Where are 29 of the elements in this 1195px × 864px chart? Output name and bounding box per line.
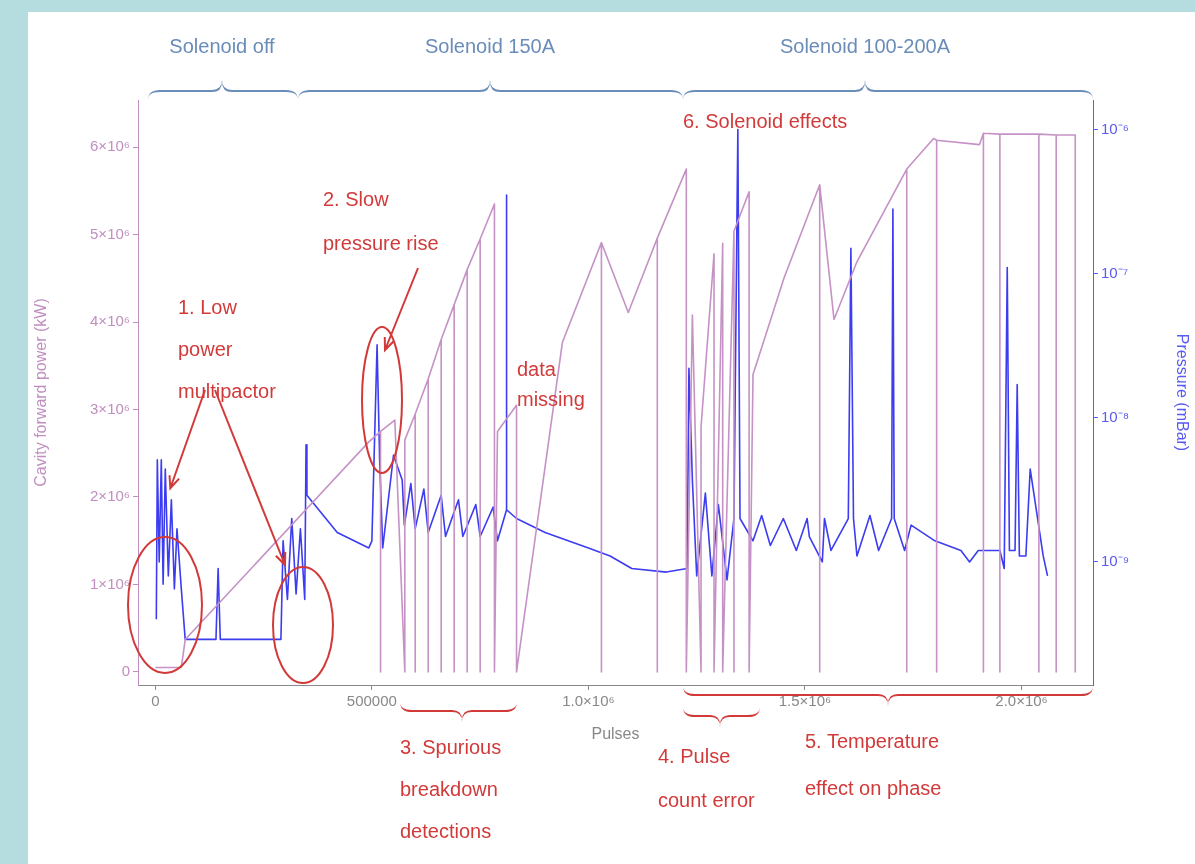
x-tick-label: 2.0×10⁶ <box>995 692 1048 710</box>
y-axis-title: Cavity forward power (kW) <box>32 298 50 487</box>
x-axis-title: Pulses <box>591 724 640 742</box>
text: Solenoid 150A <box>424 34 556 57</box>
x-tick-label: 0 <box>151 692 160 710</box>
x-tick-label: 500000 <box>346 692 397 710</box>
x-tick-label: 1.0×10⁶ <box>562 692 615 710</box>
annotation: data missing <box>517 357 585 410</box>
y2-tick-label: 10⁻⁹ <box>1101 552 1130 570</box>
y2-tick-label: 10⁻⁷ <box>1101 263 1129 281</box>
annotation: 1. Low power multipactor <box>178 295 277 402</box>
text: Solenoid off <box>169 34 276 57</box>
y-tick-label: 2×10⁶ <box>90 487 130 505</box>
y-tick-label: 0 <box>121 662 130 680</box>
y-tick-label: 5×10⁶ <box>90 224 130 242</box>
text: 5. Temperature effect on phase <box>805 729 942 799</box>
y-tick-label: 6×10⁶ <box>90 137 130 155</box>
y-tick-label: 3×10⁶ <box>90 399 130 417</box>
y-tick-label: 1×10⁶ <box>90 574 130 592</box>
y2-tick-label: 10⁻⁸ <box>1101 407 1130 425</box>
y2-axis-title: Pressure (mBar) <box>1173 333 1191 452</box>
y-tick-label: 4×10⁶ <box>90 312 130 330</box>
x-tick-label: 1.5×10⁶ <box>778 692 832 710</box>
text: 3. Spurious breakdown detections <box>400 735 502 842</box>
annotation: 2. Slow pressure rise <box>323 187 439 254</box>
text: Solenoid 100-200A <box>779 34 951 57</box>
y2-tick-label: 10⁻⁶ <box>1101 119 1129 137</box>
text: 4. Pulse count error <box>658 744 756 811</box>
annotation: 6. Solenoid effects <box>683 109 848 132</box>
